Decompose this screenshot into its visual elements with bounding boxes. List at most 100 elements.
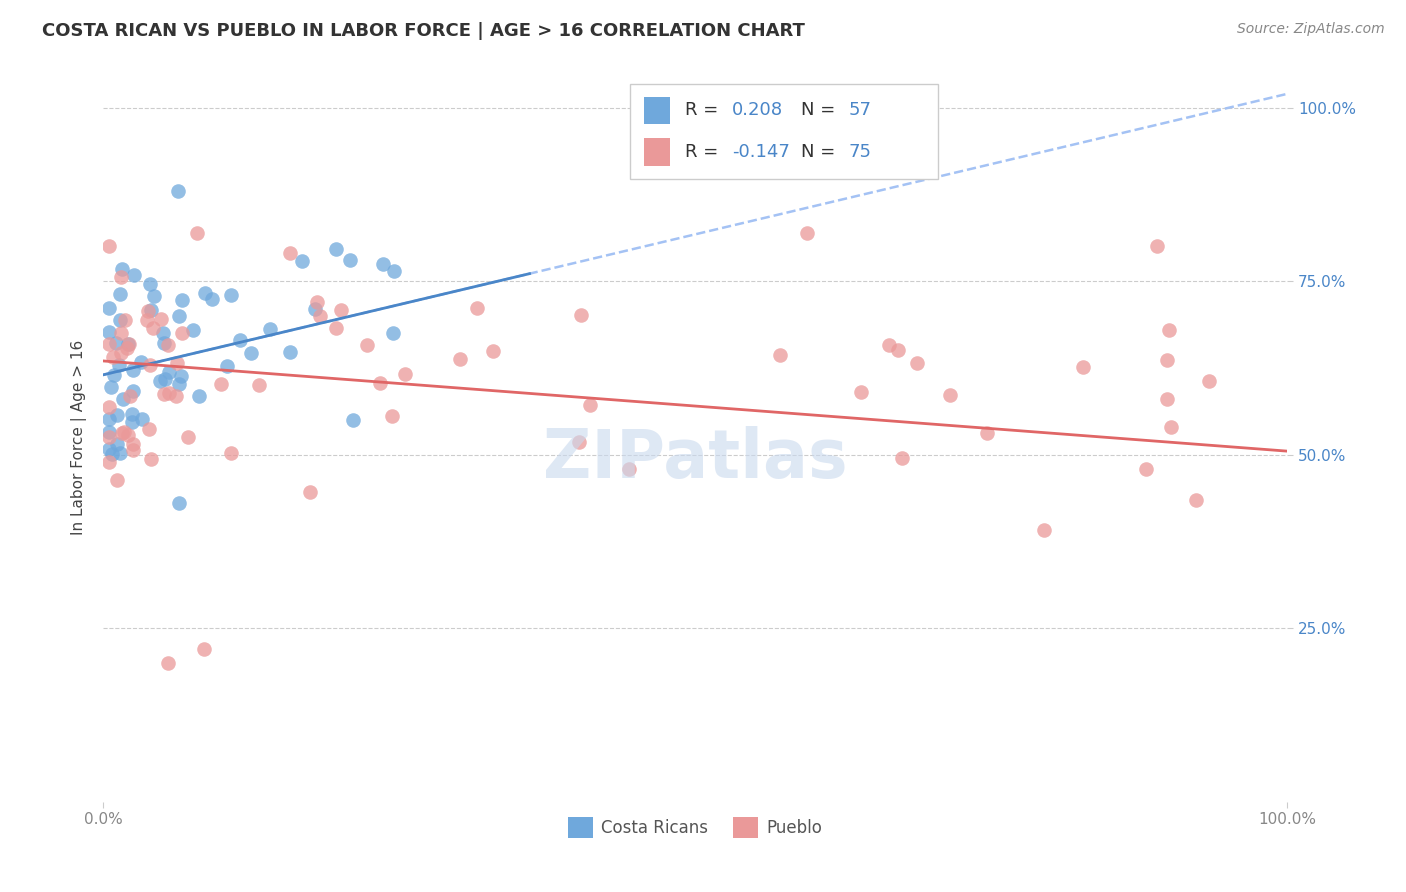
Point [381, 409, 404, 424]
Point [482, 344, 505, 359]
Point [449, 352, 471, 367]
Point [138, 422, 160, 436]
Point [103, 368, 125, 382]
Point [339, 253, 361, 268]
Point [219, 287, 242, 301]
Point [105, 436, 128, 450]
Point [325, 321, 347, 335]
Text: 57: 57 [848, 102, 872, 120]
Point [105, 473, 128, 487]
Point [1198, 375, 1220, 389]
Point [1135, 461, 1157, 475]
Point [108, 312, 131, 326]
Point [131, 412, 153, 426]
Point [98, 336, 121, 351]
Point [304, 301, 326, 316]
Text: COSTA RICAN VS PUEBLO IN LABOR FORCE | AGE > 16 CORRELATION CHART: COSTA RICAN VS PUEBLO IN LABOR FORCE | A… [42, 22, 806, 40]
Point [114, 313, 136, 327]
Point [325, 242, 347, 256]
Point [1160, 419, 1182, 434]
Point [939, 388, 962, 402]
Point [139, 452, 162, 467]
Point [849, 385, 872, 400]
Point [568, 434, 591, 449]
Point [98, 425, 121, 439]
FancyBboxPatch shape [644, 96, 671, 124]
Point [100, 446, 122, 460]
Text: ZIPatlas: ZIPatlas [543, 426, 848, 492]
Text: 0.208: 0.208 [733, 102, 783, 120]
Point [110, 269, 132, 284]
Point [117, 427, 139, 442]
Point [141, 303, 163, 318]
Point [394, 367, 416, 381]
Point [240, 345, 263, 359]
Point [150, 311, 173, 326]
Point [98, 442, 121, 457]
Point [136, 304, 159, 318]
Text: N =: N = [801, 143, 841, 161]
Point [308, 310, 330, 324]
Point [108, 286, 131, 301]
Point [1157, 323, 1180, 337]
Point [167, 496, 190, 510]
Point [110, 326, 132, 341]
Point [153, 372, 176, 386]
Point [152, 326, 174, 341]
Point [170, 293, 193, 307]
Point [187, 390, 209, 404]
Point [330, 303, 353, 318]
Point [98, 400, 121, 414]
Point [157, 656, 180, 670]
FancyBboxPatch shape [644, 138, 671, 166]
Point [278, 344, 301, 359]
Point [1032, 523, 1054, 537]
Point [157, 365, 180, 379]
Point [149, 374, 172, 388]
Point [170, 368, 193, 383]
FancyBboxPatch shape [630, 84, 938, 178]
Point [157, 337, 180, 351]
Point [877, 338, 900, 352]
Point [259, 321, 281, 335]
Point [166, 184, 188, 198]
Point [215, 359, 238, 374]
Point [118, 389, 141, 403]
Point [121, 407, 143, 421]
Point [167, 377, 190, 392]
Point [103, 350, 125, 364]
Point [247, 378, 270, 392]
Point [117, 337, 139, 351]
Point [121, 416, 143, 430]
Point [181, 323, 204, 337]
Point [291, 254, 314, 268]
Point [382, 264, 405, 278]
Point [569, 308, 592, 322]
Point [104, 336, 127, 351]
Point [165, 389, 187, 403]
Point [299, 485, 322, 500]
Point [111, 262, 134, 277]
Point [98, 454, 121, 468]
Point [136, 313, 159, 327]
Point [356, 337, 378, 351]
Point [110, 346, 132, 360]
Point [1185, 493, 1208, 508]
Text: R =: R = [685, 143, 724, 161]
Point [105, 408, 128, 422]
Point [578, 398, 600, 412]
Point [98, 239, 121, 253]
Point [157, 386, 180, 401]
Point [117, 337, 139, 351]
Point [209, 377, 232, 392]
Point [1156, 392, 1178, 407]
Point [153, 387, 176, 401]
Point [169, 309, 191, 323]
Point [371, 257, 394, 271]
Y-axis label: In Labor Force | Age > 16: In Labor Force | Age > 16 [72, 340, 87, 535]
Point [186, 226, 208, 240]
Point [98, 325, 121, 339]
Point [905, 356, 928, 370]
Point [976, 426, 998, 441]
Point [278, 246, 301, 260]
